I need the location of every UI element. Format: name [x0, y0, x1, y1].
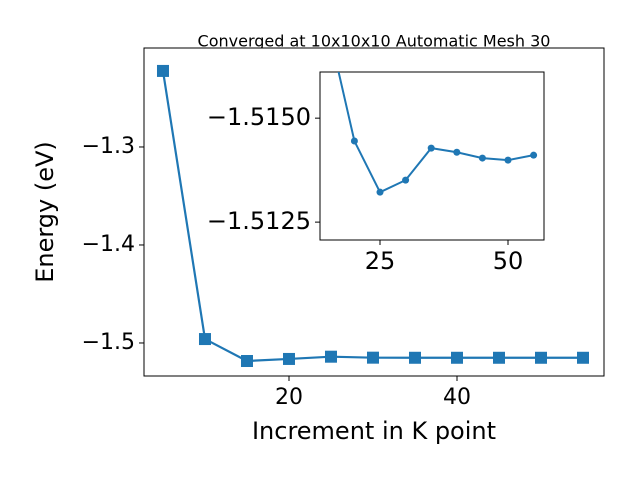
y-tick-label: −1.5	[82, 330, 135, 355]
data-point	[282, 352, 295, 365]
data-point	[450, 351, 463, 364]
plot-frame	[319, 71, 545, 241]
data-point	[350, 137, 358, 145]
x-tick-label: 40	[443, 385, 471, 410]
y-tick-label: −1.5150	[207, 103, 311, 131]
data-point	[478, 154, 486, 162]
data-point	[504, 156, 512, 164]
data-point	[156, 64, 169, 77]
data-point	[534, 351, 547, 364]
data-point	[408, 351, 421, 364]
data-point	[576, 351, 589, 364]
x-axis-label: Increment in K point	[252, 417, 496, 445]
y-tick-label: −1.3	[82, 134, 135, 159]
data-point	[427, 144, 435, 152]
chart-title: Converged at 10x10x10 Automatic Mesh 30	[198, 32, 551, 51]
data-point	[402, 176, 410, 184]
plot-area	[337, 72, 538, 196]
x-tick-label: 50	[493, 247, 524, 275]
data-point	[324, 350, 337, 363]
y-axis-label: Energy (eV)	[31, 141, 59, 283]
y-tick-label: −1.4	[82, 232, 135, 257]
data-point	[492, 351, 505, 364]
data-point	[453, 148, 461, 156]
data-point	[530, 151, 538, 159]
data-point	[240, 355, 253, 368]
plot-area	[156, 64, 589, 368]
data-point	[366, 351, 379, 364]
x-tick-label: 20	[275, 385, 303, 410]
data-point	[198, 333, 211, 346]
y-tick-label: −1.5125	[207, 207, 311, 235]
x-tick-label: 25	[365, 247, 396, 275]
data-point	[376, 188, 384, 196]
